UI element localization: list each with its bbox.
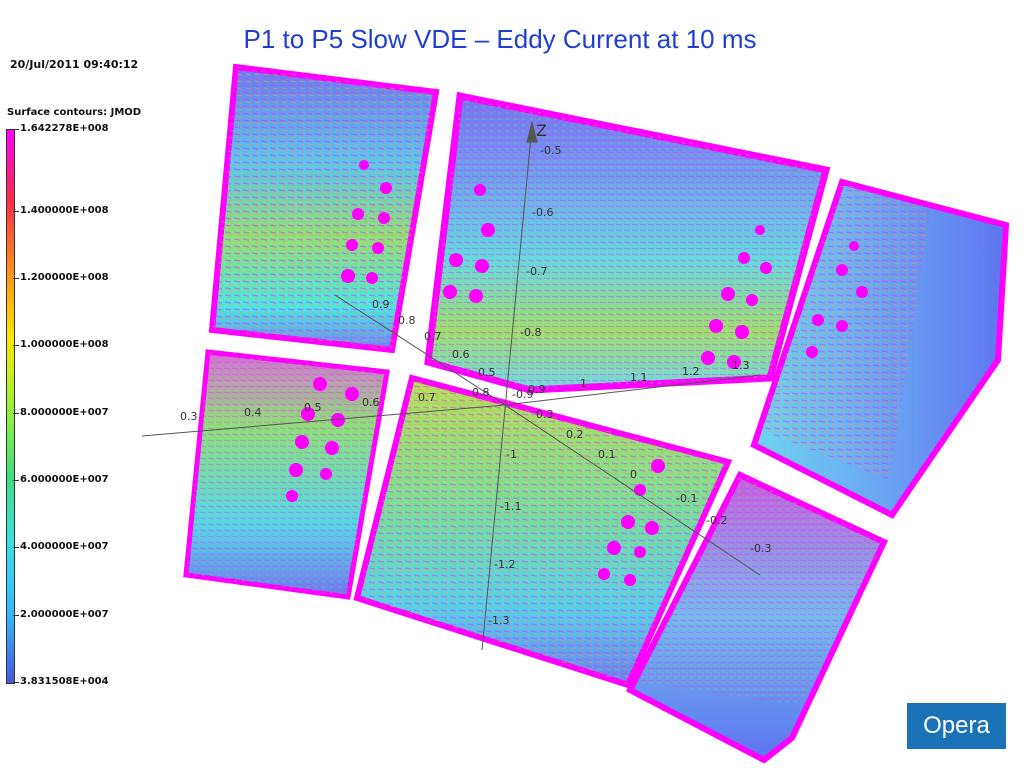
colorbar-tick-mark xyxy=(13,547,19,549)
colorbar-tick-mark xyxy=(13,129,19,130)
opera-logo: Opera xyxy=(907,703,1006,749)
colorbar-tick-label: 1.000000E+008 xyxy=(20,339,109,351)
panel-upper-center xyxy=(424,91,831,394)
current-hotspots xyxy=(286,160,868,586)
panel-lower-right xyxy=(625,471,888,764)
coordinate-axes xyxy=(141,121,761,651)
x-tick: 0.7 xyxy=(418,391,436,404)
z-tick: -0.8 xyxy=(520,326,541,339)
panel-upper-left xyxy=(208,63,440,354)
colorbar-tick-label: 1.642278E+008 xyxy=(20,123,109,134)
y-tick: 0.7 xyxy=(424,330,442,343)
r-tick: 1 xyxy=(580,377,587,390)
legend-title: Surface contours: JMOD xyxy=(7,107,142,118)
colorbar-tick-mark xyxy=(13,412,19,414)
d-tick: 0.3 xyxy=(536,408,554,421)
d-tick: -0.3 xyxy=(750,542,771,555)
x-tick: 0.8 xyxy=(472,386,490,399)
x-tick: 0.3 xyxy=(180,410,198,423)
x-tick: 0.6 xyxy=(362,396,380,409)
d-tick: 0 xyxy=(630,468,637,481)
z-tick: -1.1 xyxy=(500,500,521,513)
y-tick: 0.5 xyxy=(478,366,496,379)
r-tick: 1.3 xyxy=(732,359,750,372)
z-tick: -1 xyxy=(506,448,517,461)
colorbar-tick-label: 8.000000E+007 xyxy=(20,406,109,418)
z-tick: -1.2 xyxy=(494,558,515,571)
z-tick: -1.3 xyxy=(488,614,509,627)
z-axis-label: Z xyxy=(536,121,547,140)
y-tick: 0.9 xyxy=(372,298,390,311)
r-tick: 1.1 xyxy=(630,371,648,384)
r-tick: 0.9 xyxy=(528,383,546,396)
panel-lower-left xyxy=(183,349,390,600)
colorbar-tick-label: 1.400000E+008 xyxy=(20,204,109,216)
r-tick: 1.2 xyxy=(682,365,700,378)
z-tick: -0.7 xyxy=(526,265,547,278)
colorbar-tick-label: 3.831508E+004 xyxy=(20,676,109,687)
x-tick: 0.4 xyxy=(244,406,262,419)
panel-lower-center xyxy=(353,374,733,689)
d-tick: -0.1 xyxy=(676,492,697,505)
y-tick: 0.6 xyxy=(452,348,470,361)
d-tick: -0.2 xyxy=(706,514,727,527)
z-tick: -0.5 xyxy=(540,144,561,157)
colorbar-tick-mark xyxy=(13,210,19,212)
colorbar-tick-mark xyxy=(13,345,19,347)
colorbar-tick-label: 4.000000E+007 xyxy=(20,541,109,553)
y-tick: 0.8 xyxy=(398,314,416,327)
page-title: P1 to P5 Slow VDE – Eddy Current at 10 m… xyxy=(243,24,757,54)
z-tick: -0.9 xyxy=(512,388,533,401)
colorbar xyxy=(6,129,15,684)
colorbar-tick-mark xyxy=(13,614,19,616)
colorbar-tick-label: 1.200000E+008 xyxy=(20,271,109,283)
x-tick: 0.5 xyxy=(304,401,322,414)
d-tick: 0.2 xyxy=(566,428,584,441)
colorbar-tick-mark xyxy=(13,682,19,683)
colorbar-tick-label: 2.000000E+007 xyxy=(20,608,109,620)
timestamp: 20/Jul/2011 09:40:12 xyxy=(10,58,139,71)
axis-tick-labels: Z -0.5 -0.6 -0.7 -0.8 -0.9 -1 -1.1 -1.2 … xyxy=(180,121,771,627)
colorbar-tick-mark xyxy=(13,277,19,279)
d-tick: 0.1 xyxy=(598,448,616,461)
colorbar-tick-mark xyxy=(13,480,19,482)
z-tick: -0.6 xyxy=(532,206,553,219)
colorbar-tick-label: 6.000000E+007 xyxy=(20,474,109,486)
